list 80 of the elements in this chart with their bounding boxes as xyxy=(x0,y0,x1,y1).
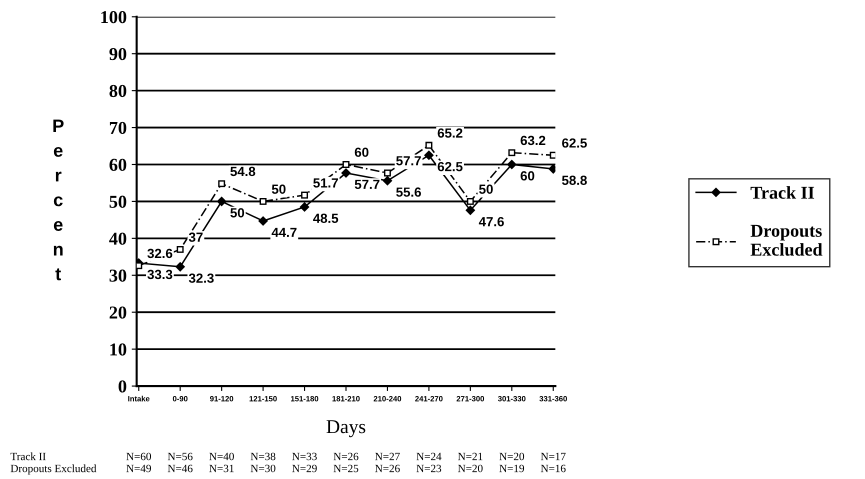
data-label: 50 xyxy=(479,184,493,194)
y-tick-label: 80 xyxy=(109,84,126,98)
data-label: 37 xyxy=(188,232,203,242)
text: N=19 xyxy=(499,464,524,472)
text: N=27 xyxy=(375,452,400,460)
point xyxy=(341,168,351,178)
data-label: 33.3 xyxy=(147,270,172,280)
point xyxy=(424,150,434,160)
text: N=25 xyxy=(334,464,358,472)
point xyxy=(384,170,391,176)
point xyxy=(507,160,516,170)
data-label: 51.7 xyxy=(313,178,338,188)
y-tick-label: 60 xyxy=(110,158,126,171)
text: Track II xyxy=(10,452,46,460)
y-axis-title: Percent xyxy=(53,120,64,280)
text: N=30 xyxy=(250,464,276,472)
text: N=33 xyxy=(292,452,317,460)
data-label: 47.6 xyxy=(478,216,504,226)
data-label: 62.5 xyxy=(438,162,463,172)
y-tick-label: 90 xyxy=(109,48,126,60)
y-tick-label: 20 xyxy=(110,306,126,319)
y-tick-label: 100 xyxy=(101,11,126,24)
point xyxy=(136,262,142,270)
point xyxy=(466,198,474,205)
text: N=26 xyxy=(375,464,400,472)
point xyxy=(300,202,310,212)
point xyxy=(301,192,308,199)
text: N=20 xyxy=(458,464,483,472)
text: N=24 xyxy=(416,452,442,460)
data-label: 57.7 xyxy=(354,180,380,190)
point xyxy=(260,198,267,205)
data-label: 50 xyxy=(272,184,286,194)
point xyxy=(258,216,268,226)
text: N=16 xyxy=(540,464,566,472)
text: N=40 xyxy=(209,452,234,460)
text: N=17 xyxy=(540,452,566,460)
x-axis-title: Days xyxy=(326,420,366,438)
point xyxy=(342,161,350,168)
text: N=26 xyxy=(334,452,358,460)
point xyxy=(466,206,475,215)
data-label: 54.8 xyxy=(230,166,256,176)
point xyxy=(508,149,516,156)
data-label: 44.7 xyxy=(272,228,297,237)
text: N=31 xyxy=(209,464,234,472)
data-label: 60 xyxy=(354,148,368,157)
text: N=46 xyxy=(168,464,193,472)
y-tick-label: 70 xyxy=(110,122,126,134)
data-label: 32.6 xyxy=(147,248,172,258)
text: N=56 xyxy=(168,452,193,460)
y-tick-label: 30 xyxy=(110,270,126,282)
y-tick-label: 50 xyxy=(110,196,126,208)
text: N=49 xyxy=(126,464,151,472)
text: N=23 xyxy=(416,464,442,472)
text: Dropouts Excluded xyxy=(10,464,96,474)
point xyxy=(176,246,184,253)
text: N=60 xyxy=(126,452,152,460)
point xyxy=(176,262,185,272)
text: N=20 xyxy=(499,452,524,460)
text: N=29 xyxy=(292,464,317,472)
point xyxy=(217,196,226,206)
legend-label: Track II xyxy=(750,186,814,199)
data-label: 55.6 xyxy=(396,187,421,197)
y-tick-label: 0 xyxy=(118,380,126,393)
y-tick-label: 10 xyxy=(110,343,126,356)
data-label: 32.3 xyxy=(188,273,214,283)
point xyxy=(382,176,392,186)
legend-label: Dropouts Excluded xyxy=(750,224,822,256)
data-label: 63.2 xyxy=(520,136,546,146)
point xyxy=(425,142,432,149)
data-label: 65.2 xyxy=(438,128,462,138)
data-label: 48.5 xyxy=(313,214,338,223)
data-label: 50 xyxy=(230,208,244,218)
y-tick-label: 40 xyxy=(109,232,126,245)
data-label: 58.8 xyxy=(562,176,587,185)
point xyxy=(218,180,226,188)
data-label: 62.5 xyxy=(562,138,587,148)
text: N=21 xyxy=(458,452,482,460)
data-label: 60 xyxy=(520,171,534,181)
text: N=38 xyxy=(250,452,276,460)
data-label: 57.7 xyxy=(396,156,421,166)
